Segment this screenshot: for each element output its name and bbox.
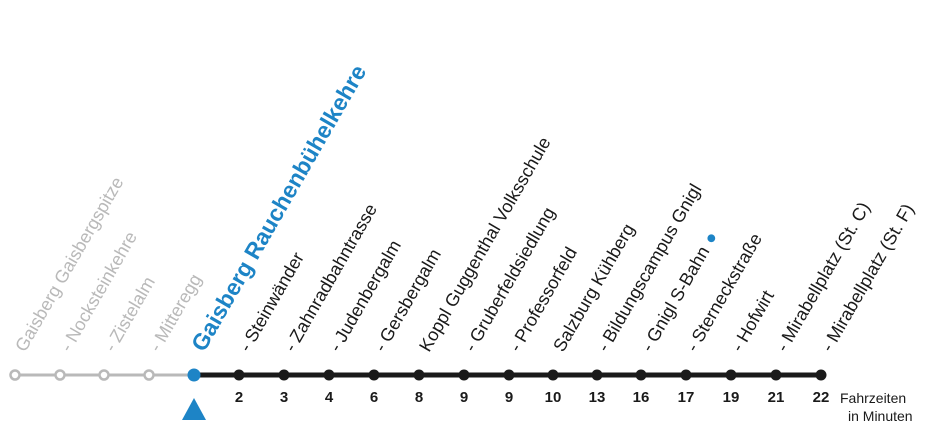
travel-time-minutes: 16 [633,389,650,406]
travel-time-minutes: 2 [235,389,243,406]
stop-dot [143,369,155,381]
stop-label: - Hofwirt [727,287,778,355]
stop-dot [503,369,515,381]
stop-dot [815,369,827,381]
stop-dot [635,369,647,381]
travel-time-minutes: 6 [370,389,378,406]
stop-dot [278,369,290,381]
stop-dot [547,369,559,381]
travel-time-minutes: 8 [415,389,423,406]
travel-time-minutes: 10 [545,389,562,406]
travel-time-label-line2: in Minuten [848,408,913,424]
travel-time-minutes: 3 [280,389,288,406]
stop-label: Gaisberg Rauchenbühelkehre [186,60,371,355]
stop-dot [413,369,425,381]
travel-time-label: Fahrzeiten in Minuten [840,390,913,424]
stop-dot [725,369,737,381]
stop-name: Salzburg Kühberg [549,220,638,355]
current-stop-triangle-icon [182,398,206,420]
travel-time-minutes: 13 [589,389,606,406]
stop-dot [368,369,380,381]
s-bahn-icon: ● [699,228,722,247]
travel-time-minutes: 9 [505,389,513,406]
travel-time-minutes: 4 [325,389,334,406]
stop-dot [98,369,110,381]
stop-dot [680,369,692,381]
stop-label: Salzburg Kühberg [549,220,638,355]
stop-name: Gaisberg Rauchenbühelkehre [186,60,371,355]
stop-name: - Hofwirt [727,287,778,355]
stop-dot [591,369,603,381]
travel-time-minutes: 21 [768,389,785,406]
stop-dot [770,369,782,381]
travel-time-minutes: 9 [460,389,468,406]
stop-dot [458,369,470,381]
stop-labels: Gaisberg Gaisbergspitze- Nocksteinkehre-… [11,60,918,355]
stop-dot [9,369,21,381]
travel-time-minutes: 22 [813,389,830,406]
stop-markers [9,368,827,382]
stop-dot [233,369,245,381]
stop-dot [323,369,335,381]
travel-times: 2 3 4 6 8 9 9 10 13 16 17 19 21 22 [235,389,830,406]
travel-time-minutes: 17 [678,389,695,406]
travel-time-minutes: 19 [723,389,740,406]
travel-time-label-line1: Fahrzeiten [840,390,906,406]
stop-dot [187,368,201,382]
stop-dot [54,369,66,381]
